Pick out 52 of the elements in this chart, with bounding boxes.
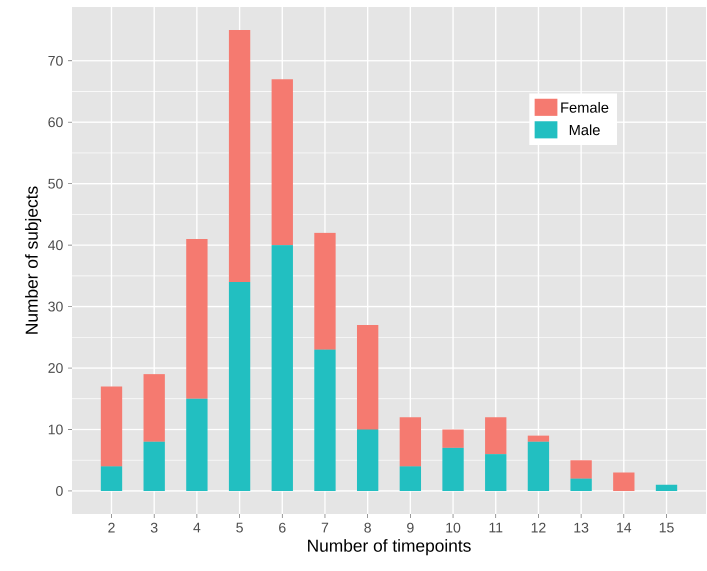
- bar: [613, 472, 634, 491]
- bar: [186, 238, 208, 399]
- bar: [272, 79, 293, 246]
- y-tick-label: 70: [48, 56, 63, 66]
- y-tick-label: 30: [48, 302, 63, 312]
- bar: [570, 478, 592, 491]
- bar: [356, 429, 378, 491]
- x-tick-label: 4: [193, 522, 200, 532]
- y-tick-label: 60: [48, 117, 63, 128]
- x-tick-label: 2: [108, 522, 115, 532]
- bar: [400, 417, 422, 466]
- bar: [228, 30, 250, 282]
- bar: [228, 282, 250, 491]
- bar: [400, 466, 422, 491]
- x-tick-label: 7: [322, 522, 328, 532]
- y-tick-label: 0: [56, 486, 63, 496]
- bar: [528, 442, 550, 491]
- x-tick-label: 13: [574, 522, 588, 533]
- legend-label: Male: [570, 124, 600, 136]
- x-tick-label: 9: [407, 522, 414, 533]
- x-tick-label: 3: [150, 522, 158, 533]
- x-tick-label: 10: [446, 522, 460, 533]
- x-tick-label: 5: [236, 522, 243, 532]
- bar: [442, 448, 464, 491]
- y-tick-label: 10: [48, 424, 63, 434]
- y-axis-title: Number of subjects: [25, 186, 42, 334]
- legend-label: Female: [561, 102, 608, 113]
- bar: [485, 417, 506, 454]
- x-tick-label: 8: [364, 522, 371, 533]
- x-tick-label: 12: [532, 522, 546, 532]
- y-tick-label: 40: [48, 240, 63, 250]
- bar: [656, 484, 678, 491]
- bar: [186, 398, 208, 491]
- bar: [314, 350, 336, 491]
- bar: [100, 386, 122, 466]
- bar: [314, 232, 336, 350]
- bar: [528, 436, 550, 442]
- x-tick-label: 15: [660, 522, 674, 532]
- bar: [485, 454, 506, 491]
- x-tick-label: 14: [617, 522, 632, 532]
- bar: [356, 325, 378, 430]
- bar: [100, 466, 122, 491]
- bar: [272, 245, 293, 491]
- bar: [570, 460, 592, 479]
- x-tick-label: 6: [279, 522, 286, 533]
- y-tick-label: 20: [48, 363, 63, 373]
- y-tick-label: 50: [48, 178, 63, 189]
- bar: [144, 374, 165, 442]
- bar: [442, 429, 464, 448]
- x-tick-label: 11: [490, 522, 502, 532]
- x-axis-title: Number of timepoints: [308, 539, 471, 556]
- bar: [144, 442, 165, 491]
